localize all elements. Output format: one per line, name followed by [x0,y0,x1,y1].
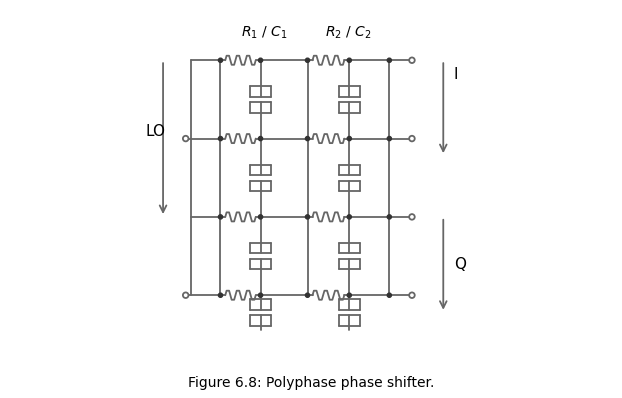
Circle shape [218,293,223,297]
Text: $R_1\ /\ C_1$: $R_1\ /\ C_1$ [241,24,287,41]
Circle shape [347,293,351,297]
Text: Figure 6.8: Polyphase phase shifter.: Figure 6.8: Polyphase phase shifter. [188,376,434,390]
Text: Q: Q [453,257,466,272]
Circle shape [388,58,391,62]
Circle shape [258,137,262,140]
Circle shape [388,137,391,140]
Circle shape [183,293,188,298]
Circle shape [347,215,351,219]
Circle shape [218,137,223,140]
Circle shape [305,58,310,62]
Circle shape [258,215,262,219]
Circle shape [409,214,415,220]
Circle shape [258,58,262,62]
Circle shape [305,293,310,297]
Circle shape [218,58,223,62]
Circle shape [305,215,310,219]
Circle shape [409,57,415,63]
Circle shape [218,215,223,219]
Circle shape [183,136,188,141]
Circle shape [388,293,391,297]
Circle shape [388,215,391,219]
Circle shape [409,293,415,298]
Text: LO: LO [146,124,165,139]
Circle shape [305,137,310,140]
Circle shape [347,58,351,62]
Circle shape [347,137,351,140]
Text: I: I [453,67,458,82]
Text: $R_2\ /\ C_2$: $R_2\ /\ C_2$ [325,24,372,41]
Circle shape [258,293,262,297]
Circle shape [409,136,415,141]
